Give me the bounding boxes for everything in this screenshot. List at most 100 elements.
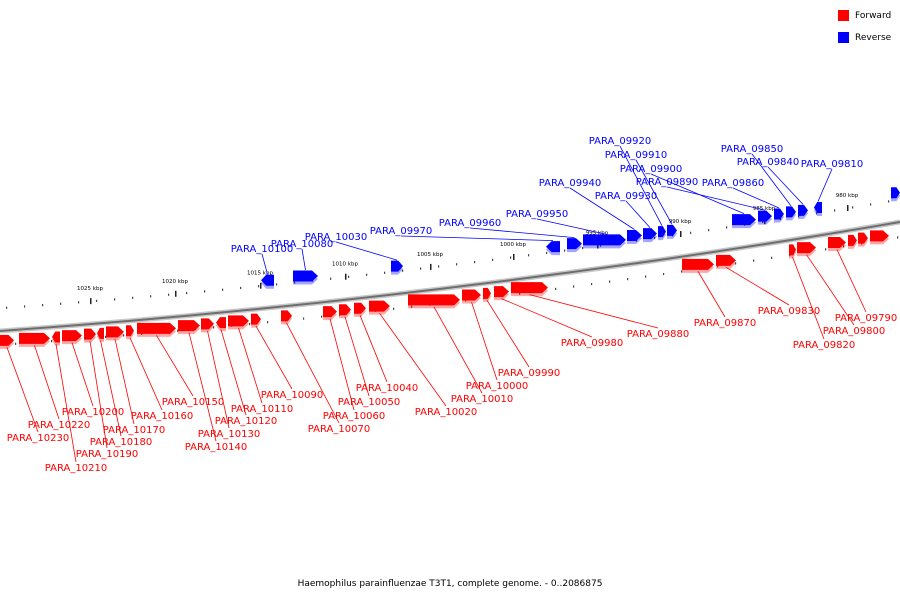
forward-gene (494, 286, 509, 301)
scale-tick (597, 242, 599, 249)
gene-arrow (84, 328, 96, 340)
reverse-gene (667, 224, 677, 239)
leader-line (286, 322, 340, 424)
forward-gene-label: PARA_09820 (793, 340, 855, 351)
reverse-gene (758, 210, 772, 225)
forward-gene-extra (848, 234, 857, 249)
scale-tick (260, 282, 262, 289)
lower-dot (609, 280, 611, 283)
upper-dot (276, 283, 278, 286)
gene-arrow (0, 334, 14, 346)
forward-gene (682, 258, 714, 273)
upper-dot (798, 215, 800, 218)
reverse-gene-edge (891, 187, 900, 202)
gene-arrow (339, 304, 351, 316)
lower-dot (573, 285, 575, 288)
forward-gene-label: PARA_10120 (215, 416, 277, 427)
upper-dot (420, 267, 422, 270)
gene-arrow (462, 289, 481, 301)
reverse-gene (814, 201, 822, 216)
upper-dot (834, 209, 836, 212)
forward-gene-label: PARA_09790 (835, 313, 897, 324)
reverse-gene (798, 204, 808, 219)
forward-gene-label: PARA_10000 (466, 381, 528, 392)
forward-gene-label: PARA_09800 (823, 326, 885, 337)
gene-arrow (891, 187, 900, 199)
forward-label: Forward (855, 10, 892, 21)
lower-dot (249, 322, 251, 326)
lower-dot (555, 287, 557, 291)
forward-gene (84, 328, 96, 343)
upper-dot (60, 302, 62, 305)
upper-dot (492, 258, 494, 261)
forward-gene (323, 306, 337, 321)
reverse-gene-label: PARA_09810 (801, 159, 863, 170)
gene-arrow (408, 294, 460, 306)
forward-gene-extra (858, 232, 868, 247)
leader-line (529, 294, 659, 329)
upper-dot (78, 301, 80, 304)
lower-dot (213, 326, 215, 329)
reverse-label: Reverse (855, 32, 892, 43)
scale-tick-label: 995 kbp (586, 231, 609, 237)
leader-line (55, 343, 77, 463)
forward-gene (281, 310, 292, 325)
leader-line (238, 327, 263, 404)
gene-arrow (870, 230, 889, 242)
gene-arrow (583, 234, 626, 246)
leader-line (89, 341, 108, 449)
upper-dot (726, 226, 728, 229)
lower-dot (591, 282, 593, 286)
forward-gene (716, 254, 736, 269)
lower-dot (897, 236, 899, 239)
forward-gene (462, 289, 481, 304)
forward-gene-label: PARA_10130 (198, 429, 260, 440)
forward-gene-label: PARA_09870 (694, 318, 756, 329)
upper-dot (132, 296, 134, 299)
reverse-gene-label: PARA_09940 (539, 178, 601, 189)
leader-line (344, 316, 370, 397)
leader-line (329, 318, 355, 411)
reverse-gene-label: PARA_09890 (636, 177, 698, 188)
forward-gene (369, 300, 390, 315)
leader-line (697, 271, 726, 318)
leader-line (792, 256, 825, 340)
upper-dot (366, 273, 368, 276)
leader-line (379, 312, 447, 407)
forward-gene-label: PARA_10040 (356, 383, 418, 394)
leader-line (261, 253, 268, 275)
upper-dot (330, 277, 332, 280)
lower-dot (177, 329, 179, 332)
reverse-gene (658, 226, 666, 241)
gene-arrow (281, 310, 292, 322)
upper-dot (204, 290, 206, 293)
leader-line (569, 187, 635, 230)
gene-arrow (137, 322, 176, 334)
gene-arrow (106, 326, 124, 338)
upper-dot (114, 298, 116, 301)
reverse-gene-label: PARA_10080 (271, 239, 333, 250)
lower-dot (15, 342, 17, 345)
leader-line (220, 329, 247, 416)
lower-dot (771, 256, 773, 259)
gene-arrow (774, 208, 784, 220)
upper-dot (384, 271, 386, 274)
reverse-gene (293, 270, 318, 285)
leader-line (301, 248, 306, 271)
scale-tick-label: 1015 kbp (247, 271, 273, 277)
upper-dot (402, 269, 404, 272)
reverse-gene-label: PARA_10100 (231, 244, 293, 255)
reverse-gene (391, 260, 403, 275)
gene-arrow (858, 232, 868, 244)
lower-dot (843, 245, 845, 248)
leader-line (625, 200, 651, 228)
gene-arrow (178, 320, 200, 332)
reverse-gene (786, 206, 796, 221)
scale-tick-label: 990 kbp (669, 219, 692, 225)
leader-line (751, 153, 792, 207)
forward-gene (97, 327, 104, 342)
upper-dot (96, 299, 98, 302)
reverse-gene (583, 234, 626, 249)
upper-dot (222, 288, 224, 291)
